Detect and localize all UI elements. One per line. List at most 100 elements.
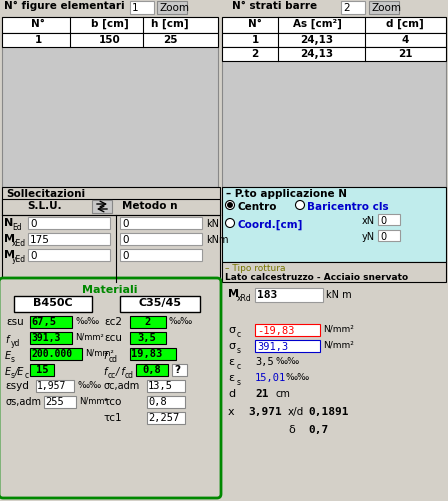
Text: 0,1891: 0,1891 — [308, 406, 349, 416]
Text: σs,adm: σs,adm — [5, 396, 41, 406]
Text: N°: N° — [248, 19, 262, 29]
Text: δ: δ — [288, 424, 295, 434]
Text: εsu: εsu — [6, 316, 24, 326]
Text: 1: 1 — [251, 35, 258, 45]
Text: 19,83: 19,83 — [131, 348, 162, 358]
Text: Lato calcestruzzo - Acciaio snervato: Lato calcestruzzo - Acciaio snervato — [225, 273, 408, 282]
Text: N°: N° — [31, 19, 45, 29]
Bar — [130, 316, 166, 328]
Text: cm: cm — [276, 388, 291, 398]
Text: Coord.[cm]: Coord.[cm] — [237, 219, 302, 230]
Bar — [136, 364, 168, 376]
Text: f: f — [103, 366, 106, 376]
Text: kN m: kN m — [326, 290, 352, 300]
Text: 0: 0 — [30, 218, 36, 228]
Text: s: s — [11, 354, 15, 363]
Bar — [28, 233, 110, 245]
Text: 1,957: 1,957 — [37, 380, 66, 390]
Text: 15: 15 — [36, 364, 48, 374]
Text: Centro: Centro — [237, 201, 276, 211]
Text: 24,13: 24,13 — [301, 49, 334, 59]
Text: σ: σ — [228, 340, 235, 350]
Bar — [172, 364, 187, 376]
Text: Zoom: Zoom — [371, 3, 401, 13]
Bar — [255, 289, 323, 303]
Bar — [222, 188, 446, 263]
Text: b [cm]: b [cm] — [91, 19, 129, 29]
Text: 0,8: 0,8 — [148, 396, 167, 406]
Text: τco: τco — [103, 396, 121, 406]
Text: 183: 183 — [257, 290, 277, 300]
Text: 1: 1 — [132, 3, 138, 13]
Bar — [44, 396, 76, 408]
Text: N° strati barre: N° strati barre — [232, 1, 317, 11]
Bar — [120, 297, 200, 313]
Bar — [2, 18, 218, 188]
Bar — [378, 214, 400, 225]
Text: ‰‰: ‰‰ — [77, 380, 101, 389]
Text: 0: 0 — [30, 250, 36, 261]
Text: 0: 0 — [122, 218, 129, 228]
Text: 21: 21 — [255, 388, 268, 398]
Bar — [222, 263, 446, 283]
Text: ε: ε — [228, 372, 234, 382]
Bar — [2, 18, 218, 34]
Text: xN: xN — [362, 215, 375, 225]
Text: h [cm]: h [cm] — [151, 19, 189, 29]
Text: 13,5: 13,5 — [148, 380, 173, 390]
Text: c: c — [25, 370, 29, 379]
Bar — [30, 364, 54, 376]
Text: 0: 0 — [122, 234, 129, 244]
Text: 0: 0 — [380, 231, 386, 241]
Text: As [cm²]: As [cm²] — [293, 19, 341, 29]
Text: 2: 2 — [251, 49, 258, 59]
Bar — [30, 332, 72, 344]
Text: Materiali: Materiali — [82, 285, 138, 295]
Text: kN: kN — [206, 218, 219, 228]
Bar — [2, 188, 220, 283]
Text: M: M — [4, 249, 15, 260]
Bar — [157, 2, 187, 15]
Text: 21: 21 — [398, 49, 412, 59]
Text: N/mm²: N/mm² — [323, 340, 354, 349]
Text: Metodo n: Metodo n — [122, 200, 178, 210]
Bar — [341, 2, 365, 15]
Bar — [255, 324, 320, 336]
Text: Zoom: Zoom — [159, 3, 189, 13]
Bar — [14, 297, 92, 313]
Text: 1: 1 — [34, 35, 42, 45]
Bar — [222, 18, 446, 188]
Bar — [0, 0, 448, 18]
Bar — [147, 396, 185, 408]
Text: – Tipo rottura: – Tipo rottura — [225, 264, 285, 273]
Bar — [369, 2, 399, 15]
Bar — [147, 412, 185, 424]
Bar — [222, 18, 446, 34]
Text: 15,01: 15,01 — [255, 372, 286, 382]
Text: 200.000: 200.000 — [31, 348, 72, 358]
Text: cc: cc — [108, 370, 116, 379]
Text: 2: 2 — [343, 3, 349, 13]
Bar — [28, 249, 110, 262]
Text: d [cm]: d [cm] — [386, 19, 424, 29]
Text: 2,257: 2,257 — [148, 412, 179, 422]
Text: M: M — [228, 289, 239, 299]
Text: s: s — [11, 370, 15, 379]
Text: N/mm²: N/mm² — [75, 332, 104, 341]
Text: 175: 175 — [30, 234, 50, 244]
Text: σ: σ — [228, 324, 235, 334]
Bar — [2, 34, 218, 48]
Text: yd: yd — [11, 338, 20, 347]
Text: Ed: Ed — [12, 222, 22, 231]
Text: f: f — [103, 350, 106, 360]
Text: 25: 25 — [163, 35, 177, 45]
FancyBboxPatch shape — [0, 279, 221, 498]
Text: τc1: τc1 — [103, 412, 121, 422]
Text: c: c — [237, 361, 241, 370]
Bar — [222, 48, 446, 62]
Text: ?: ? — [174, 364, 180, 374]
Text: ε: ε — [228, 356, 234, 366]
Text: – P.to applicazione N: – P.to applicazione N — [226, 188, 347, 198]
Text: /E: /E — [15, 366, 24, 376]
Text: ‰‰: ‰‰ — [276, 356, 300, 365]
